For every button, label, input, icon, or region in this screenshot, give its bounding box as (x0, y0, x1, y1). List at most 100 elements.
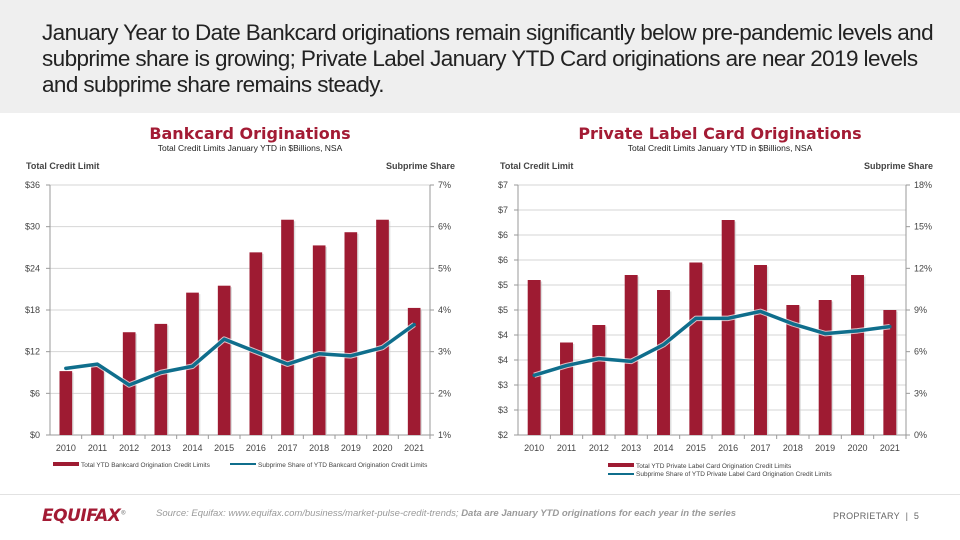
subprime-share-line (64, 322, 416, 387)
bar-2014 (657, 290, 670, 435)
bar-2019 (344, 232, 358, 435)
proprietary-label: PROPRIETARY | 5 (833, 511, 919, 521)
legend-line-label: Subprime Share of YTD Bankcard Originati… (258, 462, 428, 469)
x-tick-label: 2013 (621, 443, 641, 453)
y-tick-label: $12 (25, 347, 40, 357)
y-tick-label: $6 (498, 255, 508, 265)
x-tick-label: 2010 (56, 443, 76, 453)
bar-2020 (376, 219, 389, 435)
y2-tick-label: 12% (914, 263, 932, 273)
legend-line-label: Subprime Share of YTD Private Label Card… (636, 471, 832, 478)
separator: | (905, 511, 909, 521)
x-tick-label: 2012 (589, 443, 609, 453)
x-tick-label: 2012 (119, 443, 139, 453)
x-tick-label: 2015 (214, 443, 234, 453)
source-prefix: Source: Equifax: www.equifax.com/busines… (156, 508, 462, 519)
bar-2015 (689, 262, 703, 435)
y-tick-label: $0 (30, 430, 40, 440)
y-tick-label: $36 (25, 180, 40, 190)
equifax-logo: EQUIFAX® (42, 506, 126, 526)
x-tick-label: 2013 (151, 443, 171, 453)
x-tick-label: 2014 (182, 443, 202, 453)
x-tick-label: 2018 (309, 443, 329, 453)
y-tick-label: $18 (25, 305, 40, 315)
y-axis-title: Total Credit Limit (500, 161, 573, 171)
bar-2020 (851, 275, 864, 435)
bar-2013 (154, 323, 168, 435)
x-tick-label: 2016 (718, 443, 738, 453)
x-tick-label: 2011 (88, 443, 107, 453)
bar-2016 (249, 252, 263, 435)
proprietary-text: PROPRIETARY (833, 511, 900, 521)
y-tick-label: $7 (498, 180, 508, 190)
bar-2010 (527, 280, 541, 435)
x-tick-label: 2017 (277, 443, 297, 453)
bar-2010 (59, 371, 73, 435)
x-tick-label: 2021 (404, 443, 424, 453)
y2-tick-label: 6% (914, 347, 927, 357)
x-tick-label: 2015 (686, 443, 706, 453)
y2-tick-label: 5% (438, 263, 451, 273)
y-tick-label: $3 (498, 405, 508, 415)
bar-2015 (217, 285, 231, 435)
bar-2021 (883, 310, 897, 435)
private-label-chart-title: Private Label Card Originations (578, 124, 862, 143)
y-tick-label: $24 (25, 263, 40, 273)
y2-tick-label: 2% (438, 388, 451, 398)
y-tick-label: $2 (498, 430, 508, 440)
slide-headline: January Year to Date Bankcard originatio… (42, 20, 934, 97)
source-bold: Data are January YTD originations for ea… (461, 508, 737, 519)
bankcard-chart-subtitle: Total Credit Limits January YTD in $Bill… (157, 143, 343, 153)
x-tick-label: 2019 (815, 443, 835, 453)
y2-tick-label: 0% (914, 430, 927, 440)
private-label-chart: Total Credit Limit Subprime Share $2 $3 $3 $4… (498, 161, 933, 478)
bar-2017 (754, 265, 767, 435)
logo-text: EQUIFAX (42, 506, 121, 526)
bankcard-chart: Total Credit Limit Subprime Share $0 $6 $12 $… (25, 161, 455, 469)
page-number: 5 (913, 511, 920, 521)
y2-tick-label: 9% (914, 305, 927, 315)
y-tick-label: $4 (498, 330, 508, 340)
y-tick-label: $6 (30, 388, 40, 398)
header-band: January Year to Date Bankcard originatio… (0, 0, 960, 113)
y-axis-title: Total Credit Limit (26, 161, 99, 171)
line-halo (533, 308, 891, 378)
x-tick-label: 2014 (653, 443, 673, 453)
bar-2013 (624, 275, 638, 435)
y2-tick-label: 4% (438, 305, 451, 315)
bar-2016 (721, 220, 735, 435)
x-tick-label: 2018 (783, 443, 803, 453)
y-tick-label: $6 (498, 230, 508, 240)
legend-bar-label: Total YTD Private Label Card Origination… (636, 463, 792, 470)
y2-tick-label: 15% (914, 222, 932, 232)
y2-axis-title: Subprime Share (386, 161, 455, 171)
subprime-share-line (532, 309, 892, 378)
y-tick-label: $4 (498, 355, 508, 365)
x-tick-label: 2021 (880, 443, 900, 453)
y-tick-label: $5 (498, 305, 508, 315)
x-tick-label: 2011 (557, 443, 576, 453)
x-tick-label: 2020 (372, 443, 392, 453)
legend-bar-label: Total YTD Bankcard Origination Credit Li… (81, 462, 211, 469)
bar-2018 (786, 305, 800, 435)
y2-tick-label: 3% (438, 347, 451, 357)
bar-2021 (407, 307, 421, 435)
y-tick-label: $30 (25, 222, 40, 232)
bar-2011 (560, 342, 573, 435)
y2-tick-label: 18% (914, 180, 932, 190)
footer-divider (0, 494, 960, 495)
legend-bar-swatch (608, 463, 634, 467)
bar-2011 (91, 366, 104, 435)
y2-tick-label: 7% (438, 180, 451, 190)
y2-tick-label: 6% (438, 222, 451, 232)
bar-2017 (281, 219, 294, 435)
bar-2018 (312, 245, 326, 435)
source-note: Source: Equifax: www.equifax.com/busines… (156, 508, 736, 519)
x-tick-label: 2010 (524, 443, 544, 453)
x-tick-label: 2020 (847, 443, 867, 453)
x-tick-label: 2017 (750, 443, 770, 453)
x-tick-label: 2016 (246, 443, 266, 453)
bankcard-chart-title: Bankcard Originations (149, 124, 351, 143)
y2-axis-title: Subprime Share (864, 161, 933, 171)
y2-tick-label: 1% (438, 430, 451, 440)
